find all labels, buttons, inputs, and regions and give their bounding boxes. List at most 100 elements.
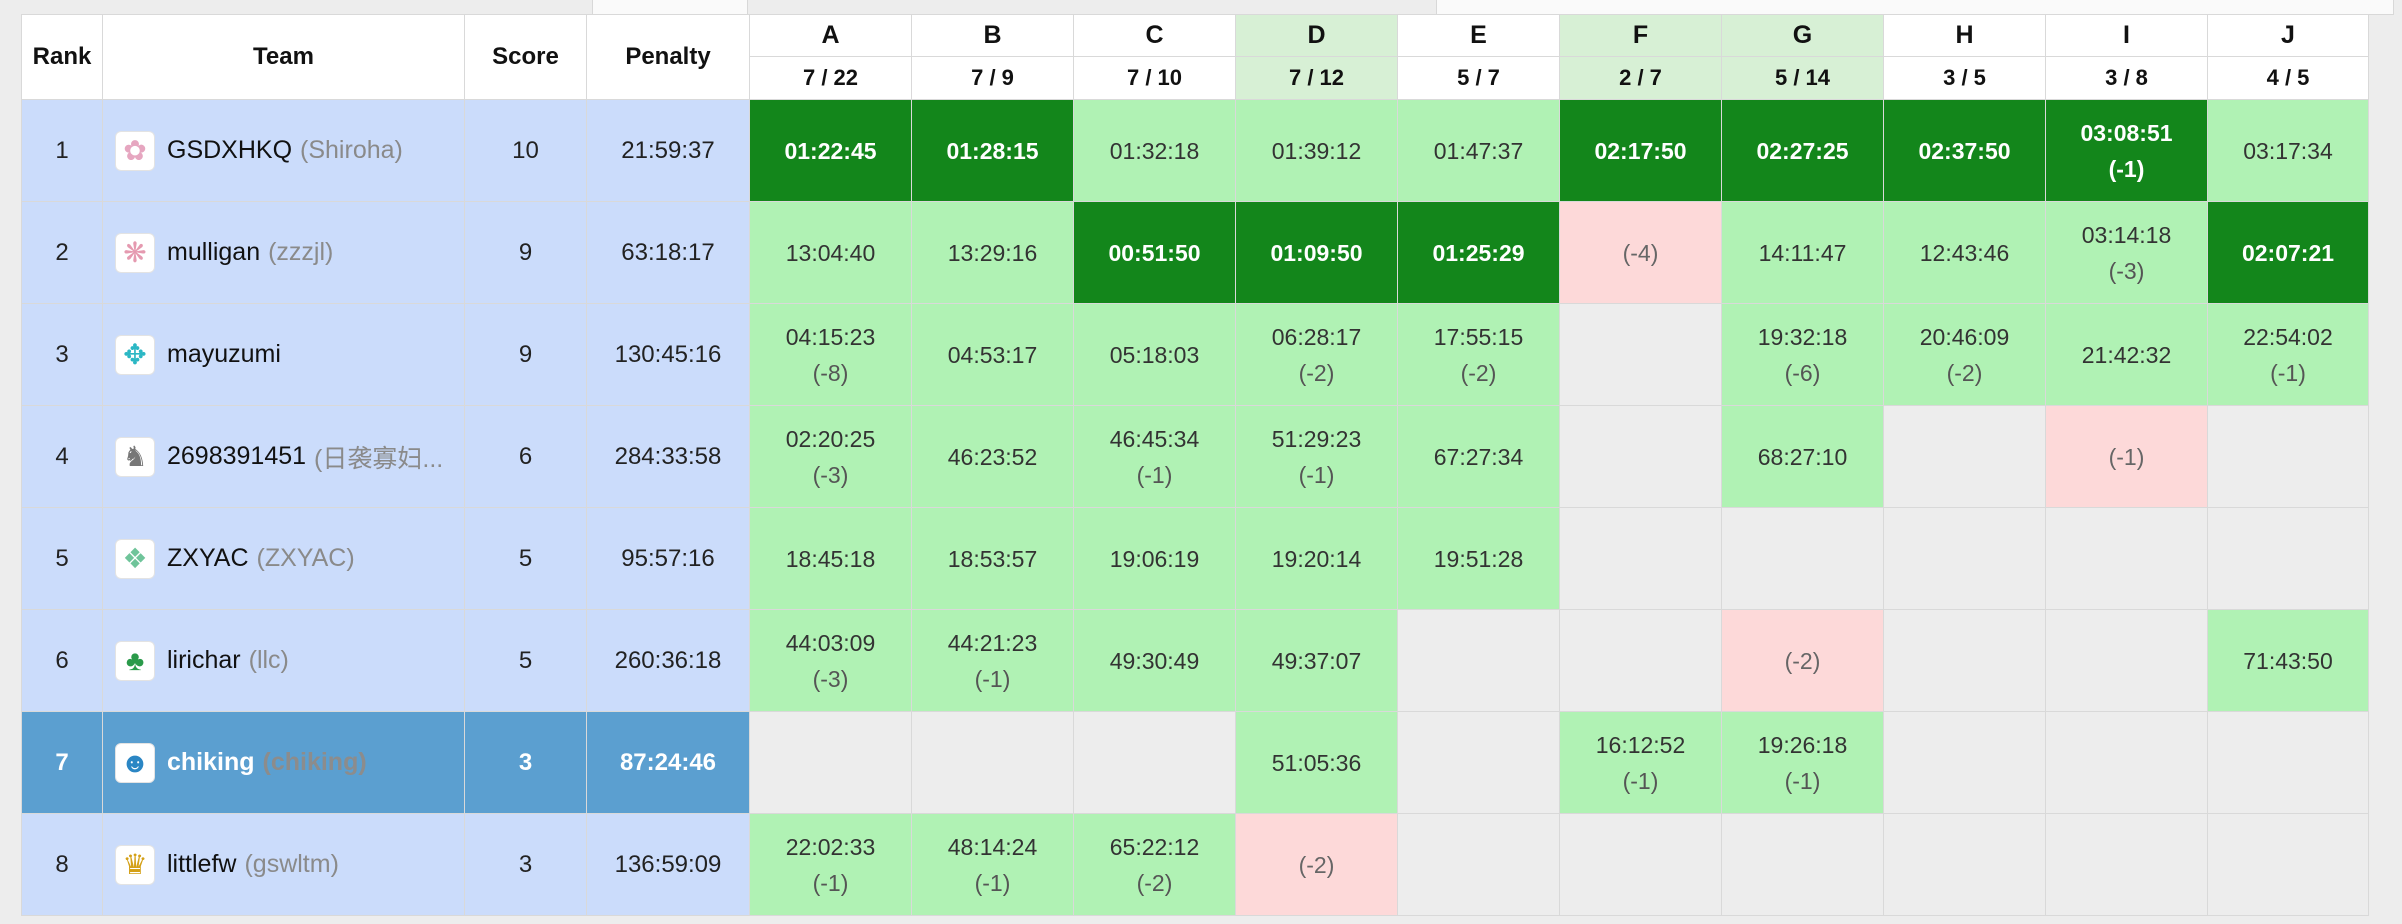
problem-cell-g[interactable]: 19:32:18 (-6) [1721, 303, 1884, 406]
problem-header-a[interactable]: A [749, 14, 912, 57]
problem-cell-d[interactable]: (-2) [1235, 813, 1398, 916]
team-header[interactable]: Team [102, 14, 465, 100]
score-cell: 10 [464, 99, 587, 202]
problem-cell-f[interactable]: 02:17:50 [1559, 99, 1722, 202]
problem-cell-g[interactable]: 19:26:18 (-1) [1721, 711, 1884, 814]
attempt-count: (-2) [1946, 359, 1983, 386]
team-row[interactable]: 2 ❋ mulligan (zzzjl) 9 63:18:17 13:04:40 13:29:… [21, 201, 2369, 304]
problem-cell-i[interactable]: 21:42:32 [2045, 303, 2208, 406]
rank-cell: 7 [21, 711, 103, 814]
team-name[interactable]: littlefw [167, 850, 237, 878]
problem-header-g[interactable]: G [1721, 14, 1884, 57]
team-name[interactable]: 2698391451 [167, 442, 307, 470]
problem-cell-c[interactable]: 00:51:50 [1073, 201, 1236, 304]
problem-cell-c[interactable]: 65:22:12 (-2) [1073, 813, 1236, 916]
problem-cell-b[interactable]: 13:29:16 [911, 201, 1074, 304]
problem-cell-e[interactable]: 17:55:15 (-2) [1397, 303, 1560, 406]
problem-cell-j[interactable]: 03:17:34 [2207, 99, 2369, 202]
problem-header-c[interactable]: C [1073, 14, 1236, 57]
problem-cell-b[interactable]: 18:53:57 [911, 507, 1074, 610]
problem-cell-g[interactable]: 14:11:47 [1721, 201, 1884, 304]
team-name[interactable]: chiking [167, 748, 255, 776]
problem-header-f[interactable]: F [1559, 14, 1722, 57]
problem-cell-i[interactable]: 03:14:18 (-3) [2045, 201, 2208, 304]
team-row[interactable]: 7 ☻ chiking (chiking) 3 87:24:46 51:05:36 16:12… [21, 711, 2369, 814]
problem-cell-d[interactable]: 06:28:17 (-2) [1235, 303, 1398, 406]
problem-header-e[interactable]: E [1397, 14, 1560, 57]
problem-cell-a[interactable]: 18:45:18 [749, 507, 912, 610]
pattern-avatar-icon: ❋ [115, 232, 155, 273]
penalty-cell: 284:33:58 [586, 405, 750, 508]
problem-cell-d[interactable]: 51:29:23 (-1) [1235, 405, 1398, 508]
pattern-avatar-icon: ❖ [115, 538, 155, 579]
team-row[interactable]: 5 ❖ ZXYAC (ZXYAC) 5 95:57:16 18:45:18 18:53:57 1… [21, 507, 2369, 610]
problem-cell-f[interactable]: (-4) [1559, 201, 1722, 304]
problem-cell-e[interactable]: 01:47:37 [1397, 99, 1560, 202]
team-row[interactable]: 4 ♞ 2698391451 (日袭寡妇... 6 284:33:58 02:20:25 (-… [21, 405, 2369, 508]
problem-cell-a[interactable]: 22:02:33 (-1) [749, 813, 912, 916]
problem-cell-h[interactable]: 20:46:09 (-2) [1883, 303, 2046, 406]
team-cell: ✥ mayuzumi [102, 303, 465, 406]
problem-cell-b[interactable]: 48:14:24 (-1) [911, 813, 1074, 916]
problem-cell-e[interactable]: 01:25:29 [1397, 201, 1560, 304]
problem-cell-g[interactable]: 02:27:25 [1721, 99, 1884, 202]
penalty-cell: 87:24:46 [586, 711, 750, 814]
problem-cell-b[interactable]: 46:23:52 [911, 405, 1074, 508]
problem-header-b[interactable]: B [911, 14, 1074, 57]
team-name[interactable]: lirichar [167, 646, 241, 674]
problem-cell-h[interactable]: 12:43:46 [1883, 201, 2046, 304]
problem-cell-d[interactable]: 51:05:36 [1235, 711, 1398, 814]
team-row[interactable]: 1 ✿ GSDXHKQ (Shiroha) 10 21:59:37 01:22:45 01:2… [21, 99, 2369, 202]
solve-time: 13:04:40 [785, 239, 876, 266]
problem-cell-d[interactable]: 01:09:50 [1235, 201, 1398, 304]
score-cell: 6 [464, 405, 587, 508]
problem-cell-a[interactable]: 01:22:45 [749, 99, 912, 202]
problem-cell-a[interactable]: 44:03:09 (-3) [749, 609, 912, 712]
problem-header-h[interactable]: H [1883, 14, 2046, 57]
problem-cell-a[interactable]: 04:15:23 (-8) [749, 303, 912, 406]
team-row[interactable]: 3 ✥ mayuzumi 9 130:45:16 04:15:23 (-8) 04:53:17… [21, 303, 2369, 406]
solve-time: 01:39:12 [1271, 137, 1362, 164]
team-row[interactable]: 8 ♛ littlefw (gswltm) 3 136:59:09 22:02:33 (-1)… [21, 813, 2369, 916]
problem-cell-a[interactable]: 13:04:40 [749, 201, 912, 304]
problem-cell-a[interactable]: 02:20:25 (-3) [749, 405, 912, 508]
problem-cell-c[interactable]: 46:45:34 (-1) [1073, 405, 1236, 508]
problem-cell-d[interactable]: 01:39:12 [1235, 99, 1398, 202]
team-name[interactable]: ZXYAC [167, 544, 249, 572]
problem-cell-f[interactable]: 16:12:52 (-1) [1559, 711, 1722, 814]
problem-cell-i[interactable]: 03:08:51 (-1) [2045, 99, 2208, 202]
problem-cell-e[interactable]: 19:51:28 [1397, 507, 1560, 610]
solve-time: 17:55:15 [1433, 323, 1524, 350]
problem-cell-h[interactable]: 02:37:50 [1883, 99, 2046, 202]
team-name[interactable]: mayuzumi [167, 340, 281, 368]
penalty-header[interactable]: Penalty [586, 14, 750, 100]
problem-cell-d[interactable]: 49:37:07 [1235, 609, 1398, 712]
problem-header-i[interactable]: I [2045, 14, 2208, 57]
problem-cell-d[interactable]: 19:20:14 [1235, 507, 1398, 610]
team-name[interactable]: mulligan [167, 238, 261, 266]
problem-cell-e[interactable]: 67:27:34 [1397, 405, 1560, 508]
team-row[interactable]: 6 ♣ lirichar (llc) 5 260:36:18 44:03:09 (-3) 44:… [21, 609, 2369, 712]
score-header[interactable]: Score [464, 14, 587, 100]
problem-header-j[interactable]: J [2207, 14, 2369, 57]
problem-cell-c[interactable]: 49:30:49 [1073, 609, 1236, 712]
problem-cell-j[interactable]: 71:43:50 [2207, 609, 2369, 712]
problem-cell-j[interactable]: 02:07:21 [2207, 201, 2369, 304]
solve-time: 44:03:09 [785, 629, 876, 656]
problem-cell-g[interactable]: 68:27:10 [1721, 405, 1884, 508]
problem-header-d[interactable]: D [1235, 14, 1398, 57]
problem-cell-b[interactable]: 04:53:17 [911, 303, 1074, 406]
problem-cell-b[interactable]: 44:21:23 (-1) [911, 609, 1074, 712]
score-cell: 9 [464, 303, 587, 406]
problem-cell-b[interactable]: 01:28:15 [911, 99, 1074, 202]
problem-cell-i[interactable]: (-1) [2045, 405, 2208, 508]
problem-cell-g[interactable]: (-2) [1721, 609, 1884, 712]
penalty-cell: 21:59:37 [586, 99, 750, 202]
problem-cell-c[interactable]: 05:18:03 [1073, 303, 1236, 406]
problem-cell-c[interactable]: 01:32:18 [1073, 99, 1236, 202]
problem-cell-j[interactable]: 22:54:02 (-1) [2207, 303, 2369, 406]
problem-cell-c[interactable]: 19:06:19 [1073, 507, 1236, 610]
team-name[interactable]: GSDXHKQ [167, 136, 293, 164]
rank-header[interactable]: Rank [21, 14, 103, 100]
solve-time: 03:08:51 [2080, 119, 2173, 146]
